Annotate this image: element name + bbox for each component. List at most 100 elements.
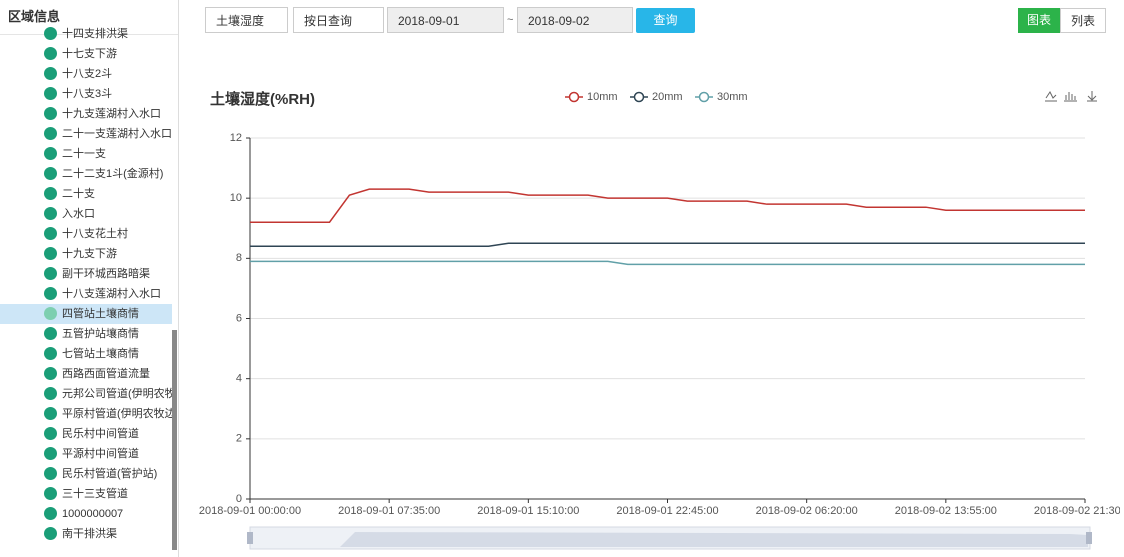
- pin-icon: [44, 227, 57, 240]
- station-name: 民乐村中间管道: [62, 428, 139, 440]
- station-name: 民乐村管道(管护站): [62, 468, 158, 480]
- station-item[interactable]: 十八支2斗: [0, 64, 172, 84]
- scrollbar[interactable]: [172, 330, 177, 550]
- x-tick-label: 2018-09-02 13:55:00: [895, 505, 997, 517]
- pin-icon: [44, 47, 57, 60]
- pin-icon: [44, 447, 57, 460]
- metric-select[interactable]: 土壤湿度: [205, 7, 288, 33]
- station-name: 入水口: [62, 208, 95, 220]
- station-item[interactable]: 五管护站壤商情: [0, 324, 172, 344]
- station-item[interactable]: 四管站土壤商情: [0, 304, 172, 324]
- pin-icon: [44, 187, 57, 200]
- pin-icon: [44, 347, 57, 360]
- station-item[interactable]: 十九支莲湖村入水口: [0, 104, 172, 124]
- station-name: 四管站土壤商情: [62, 308, 139, 320]
- station-item[interactable]: 十四支排洪渠: [0, 24, 172, 44]
- station-name: 二十一支: [62, 148, 106, 160]
- station-name: 二十二支1斗(金源村): [62, 168, 164, 180]
- mode: 按日查询: [304, 14, 353, 28]
- station-item[interactable]: 元邦公司管道(伊明农牧: [0, 384, 172, 404]
- sidebar: 区域信息 十四支排洪渠 十七支下游十八支2斗十八支3斗 十九支莲湖村入水口二十一支莲…: [0, 0, 179, 557]
- station-item[interactable]: 平源村中间管道: [0, 444, 172, 464]
- station-item[interactable]: 1000000007: [0, 504, 172, 524]
- station-item[interactable]: 二十支: [0, 184, 172, 204]
- separator: ~: [507, 14, 514, 26]
- legend-marker: [698, 91, 710, 103]
- pin-icon: [44, 407, 57, 420]
- station-name: 1000000007: [62, 508, 124, 520]
- station-item[interactable]: 西路西面管道流量: [0, 364, 172, 384]
- legend-marker: [633, 91, 645, 103]
- station-item[interactable]: 副干环城西路暗渠: [0, 264, 172, 284]
- pin-icon: [44, 147, 57, 160]
- station-name: 西路西面管道流量: [62, 368, 150, 380]
- station-item[interactable]: 十八支花土村: [0, 224, 172, 244]
- x-tick-label: 2018-09-01 00:00:00: [199, 505, 301, 517]
- end-date[interactable]: 2018-09-02: [517, 7, 633, 33]
- x-tick-label: 2018-09-02 06:20:00: [756, 505, 858, 517]
- station-item[interactable]: 十七支下游: [0, 44, 172, 64]
- station-item[interactable]: 三十三支管道: [0, 484, 172, 504]
- y-tick-label: 4: [236, 373, 242, 385]
- station-list: 十四支排洪渠 十七支下游十八支2斗十八支3斗 十九支莲湖村入水口二十一支莲湖村入水口…: [0, 24, 172, 544]
- pin-icon: [44, 67, 57, 80]
- zoom-handle[interactable]: [1086, 532, 1092, 544]
- chart-view[interactable]: 图表: [1018, 8, 1060, 33]
- sidebar-title: 区域信息: [0, 0, 178, 35]
- pin-icon: [44, 467, 57, 480]
- legend-label: 20mm: [652, 91, 683, 103]
- station-name: 十四支排洪渠: [62, 28, 128, 40]
- station-item[interactable]: 十九支下游: [0, 244, 172, 264]
- station-item[interactable]: 入水口: [0, 204, 172, 224]
- x-tick-label: 2018-09-02 21:30:00: [1034, 505, 1120, 517]
- station-item[interactable]: 七管站土壤商情: [0, 344, 172, 364]
- pin-icon: [44, 307, 57, 320]
- y-tick-label: 2: [236, 433, 242, 445]
- station-item[interactable]: 民乐村管道(管护站): [0, 464, 172, 484]
- zoom-preview: [252, 532, 1088, 547]
- station-item[interactable]: 十八支3斗: [0, 84, 172, 104]
- pin-icon: [44, 207, 57, 220]
- station-name: 十八支花土村: [62, 228, 128, 240]
- station-item[interactable]: 二十二支1斗(金源村): [0, 164, 172, 184]
- station-name: 二十一支莲湖村入水口: [62, 128, 172, 140]
- series-line: [250, 242, 1085, 248]
- query-button[interactable]: 查询: [636, 8, 695, 33]
- station-item[interactable]: 二十一支: [0, 144, 172, 164]
- zoom-handle[interactable]: [247, 532, 253, 544]
- station-item[interactable]: 平原村管道(伊明农牧边: [0, 404, 172, 424]
- y-tick-label: 0: [236, 493, 242, 505]
- end: 2018-09-02: [528, 14, 590, 28]
- station-item[interactable]: 十八支莲湖村入水口: [0, 284, 172, 304]
- mode-select[interactable]: 按日查询: [293, 7, 384, 33]
- station-name: 五管护站壤商情: [62, 328, 139, 340]
- list-view[interactable]: 列表: [1060, 8, 1106, 33]
- chart-title: 土壤湿度(%RH): [210, 90, 315, 108]
- station-name: 十七支下游: [62, 48, 117, 60]
- station-name: 十八支2斗: [62, 68, 113, 80]
- station-name: 平原村管道(伊明农牧边: [62, 408, 172, 420]
- station-name: 十九支下游: [62, 248, 117, 260]
- pin-icon: [44, 27, 57, 40]
- toolbox[interactable]: [1045, 91, 1097, 102]
- legend-label: 30mm: [717, 91, 748, 103]
- station-name: 七管站土壤商情: [62, 348, 139, 360]
- chart: 土壤湿度(%RH) 0 2 4 6 8 10 12 2018-09-01 00:00:00 20…: [199, 90, 1120, 550]
- pin-icon: [44, 527, 57, 540]
- start: 2018-09-01: [398, 14, 460, 28]
- x-tick-label: 2018-09-01 15:10:00: [477, 505, 579, 517]
- y-tick-label: 8: [236, 252, 242, 264]
- pin-icon: [44, 367, 57, 380]
- station-name: 三十三支管道: [62, 488, 128, 500]
- pin-icon: [44, 87, 57, 100]
- start-date[interactable]: 2018-09-01: [387, 7, 504, 33]
- legend-marker: [568, 91, 580, 103]
- station-item[interactable]: 二十一支莲湖村入水口: [0, 124, 172, 144]
- legend-label: 10mm: [587, 91, 618, 103]
- x-tick-label: 2018-09-01 22:45:00: [616, 505, 718, 517]
- station-item[interactable]: 民乐村中间管道: [0, 424, 172, 444]
- y-tick-label: 10: [230, 192, 242, 204]
- station-item[interactable]: 南干排洪渠: [0, 524, 172, 544]
- metric: 土壤湿度: [216, 14, 265, 28]
